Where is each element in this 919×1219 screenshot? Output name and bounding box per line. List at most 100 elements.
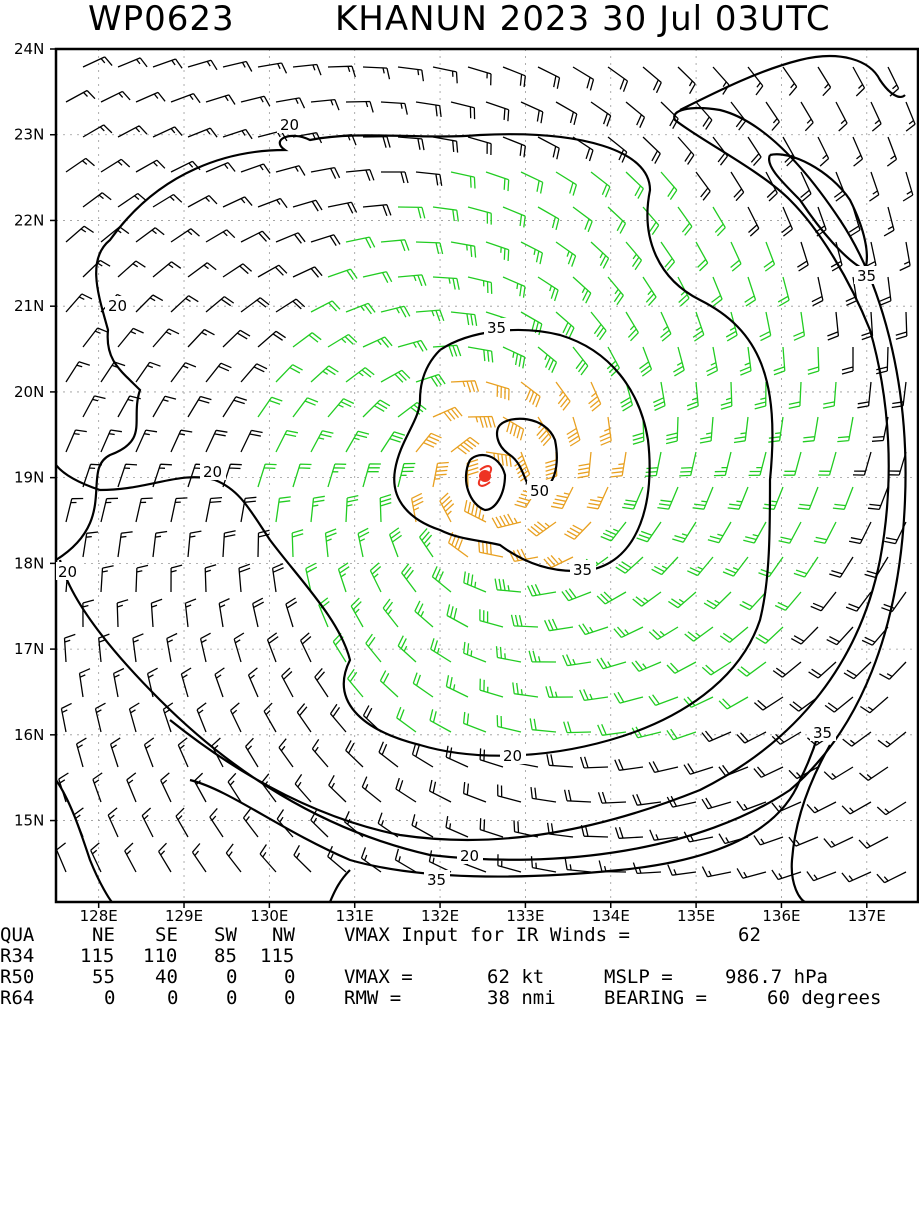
wind-barb-stroke [132, 633, 144, 663]
wind-barb [310, 98, 340, 111]
wind-barb-stroke [100, 497, 119, 523]
wind-barb [447, 531, 469, 558]
wind-barb [495, 646, 522, 663]
wind-barb-stroke [622, 486, 644, 510]
wind-barb-stroke [170, 228, 200, 243]
wind-barb [778, 521, 802, 544]
wind-barb [141, 807, 154, 838]
wind-barb-stroke [566, 416, 581, 447]
wind-barb-stroke [563, 721, 592, 734]
wind-barb-stroke [713, 451, 732, 477]
wind-barb-stroke [187, 262, 217, 278]
wind-barb [311, 739, 329, 768]
wind-barb-stroke [141, 807, 154, 838]
wind-barb [170, 362, 197, 383]
wind-barb [78, 668, 91, 698]
wind-barb-stroke [590, 241, 610, 269]
wind-barb-stroke [170, 362, 197, 383]
wind-barb [485, 451, 512, 467]
wind-barb [739, 591, 767, 611]
wind-barb [529, 718, 557, 733]
wind-barb [275, 232, 306, 244]
wind-barb-stroke [579, 756, 609, 769]
wind-barb [718, 696, 749, 710]
wind-barb-stroke [520, 171, 544, 194]
wind-barb [762, 486, 784, 510]
wind-barb-stroke [218, 598, 230, 628]
wind-barb-stroke [275, 496, 291, 523]
wind-barb-stroke [905, 101, 916, 132]
wind-barb-stroke [439, 492, 455, 523]
wind-barb-stroke [78, 668, 91, 698]
wind-barb [170, 429, 193, 453]
wind-barb [845, 591, 872, 612]
wind-barb [240, 163, 271, 174]
wind-barb [112, 667, 125, 698]
wind-barb [782, 66, 798, 96]
contour-label-35-bottom: 35 [427, 871, 446, 889]
wind-barb-stroke [397, 274, 427, 287]
wind-barb [759, 311, 772, 342]
r50-nw: 0 [284, 966, 296, 988]
wind-barb [205, 362, 232, 383]
wind-barb-stroke [845, 591, 872, 612]
wind-barb [395, 777, 417, 803]
wind-barb [572, 66, 595, 91]
wind-barb-stroke [692, 486, 714, 510]
wind-barb-stroke [327, 201, 358, 214]
wind-barb [362, 136, 391, 148]
wind-barb-stroke [807, 346, 820, 375]
wind-barb-stroke [660, 241, 676, 271]
r64-se: 0 [167, 987, 179, 1009]
wind-barb-stroke [292, 397, 319, 418]
wind-barb [126, 772, 137, 803]
wind-barb-stroke [677, 66, 696, 95]
wind-barb-stroke [100, 429, 122, 453]
wind-barb-stroke [257, 62, 288, 74]
wind-barb [590, 171, 611, 198]
wind-barb-stroke [92, 772, 103, 803]
wind-barb-stroke [432, 206, 459, 222]
wind-barb-stroke [677, 276, 690, 307]
wind-barb [170, 564, 183, 593]
wind-barb [380, 101, 408, 115]
wind-barb-stroke [230, 702, 242, 733]
vmax-value: 62 kt [487, 966, 545, 988]
wind-barb-stroke [817, 136, 830, 167]
contour-label-20-left: 20 [108, 297, 127, 315]
wind-barb-stroke [736, 868, 767, 879]
wind-barb [827, 311, 840, 341]
wind-barb-stroke [310, 166, 341, 179]
wind-barb [555, 101, 578, 126]
wind-barb-stroke [485, 451, 512, 467]
wind-barb [369, 562, 382, 593]
wind-barb-stroke [152, 58, 183, 69]
wind-barb-stroke [877, 731, 907, 748]
wind-barb-stroke [240, 163, 271, 174]
wind-barb [614, 826, 644, 839]
wind-barb-stroke [152, 126, 183, 138]
wind-barb [187, 395, 212, 418]
quadrant-se: SE [155, 924, 178, 946]
wind-barb-stroke [193, 772, 207, 803]
wind-barb [753, 766, 784, 778]
wind-barb [82, 192, 112, 208]
wind-barb [818, 451, 837, 476]
wind-barb-stroke [410, 492, 424, 523]
wind-barb-stroke [362, 336, 393, 348]
wind-barb [291, 529, 304, 558]
wind-barb [152, 328, 180, 348]
wind-barb [275, 429, 299, 453]
wind-barb [230, 702, 242, 733]
wind-barb [684, 626, 714, 642]
wind-barb [807, 346, 820, 375]
wind-barb [397, 339, 428, 352]
wind-barb-stroke [380, 101, 408, 115]
wind-barb [822, 381, 837, 409]
wind-barb [802, 416, 819, 443]
wind-barb-stroke [450, 311, 478, 327]
wind-barb [876, 346, 889, 375]
wind-barb-stroke [679, 451, 697, 477]
wind-barb-stroke [600, 521, 627, 542]
wind-barb-stroke [817, 66, 832, 97]
